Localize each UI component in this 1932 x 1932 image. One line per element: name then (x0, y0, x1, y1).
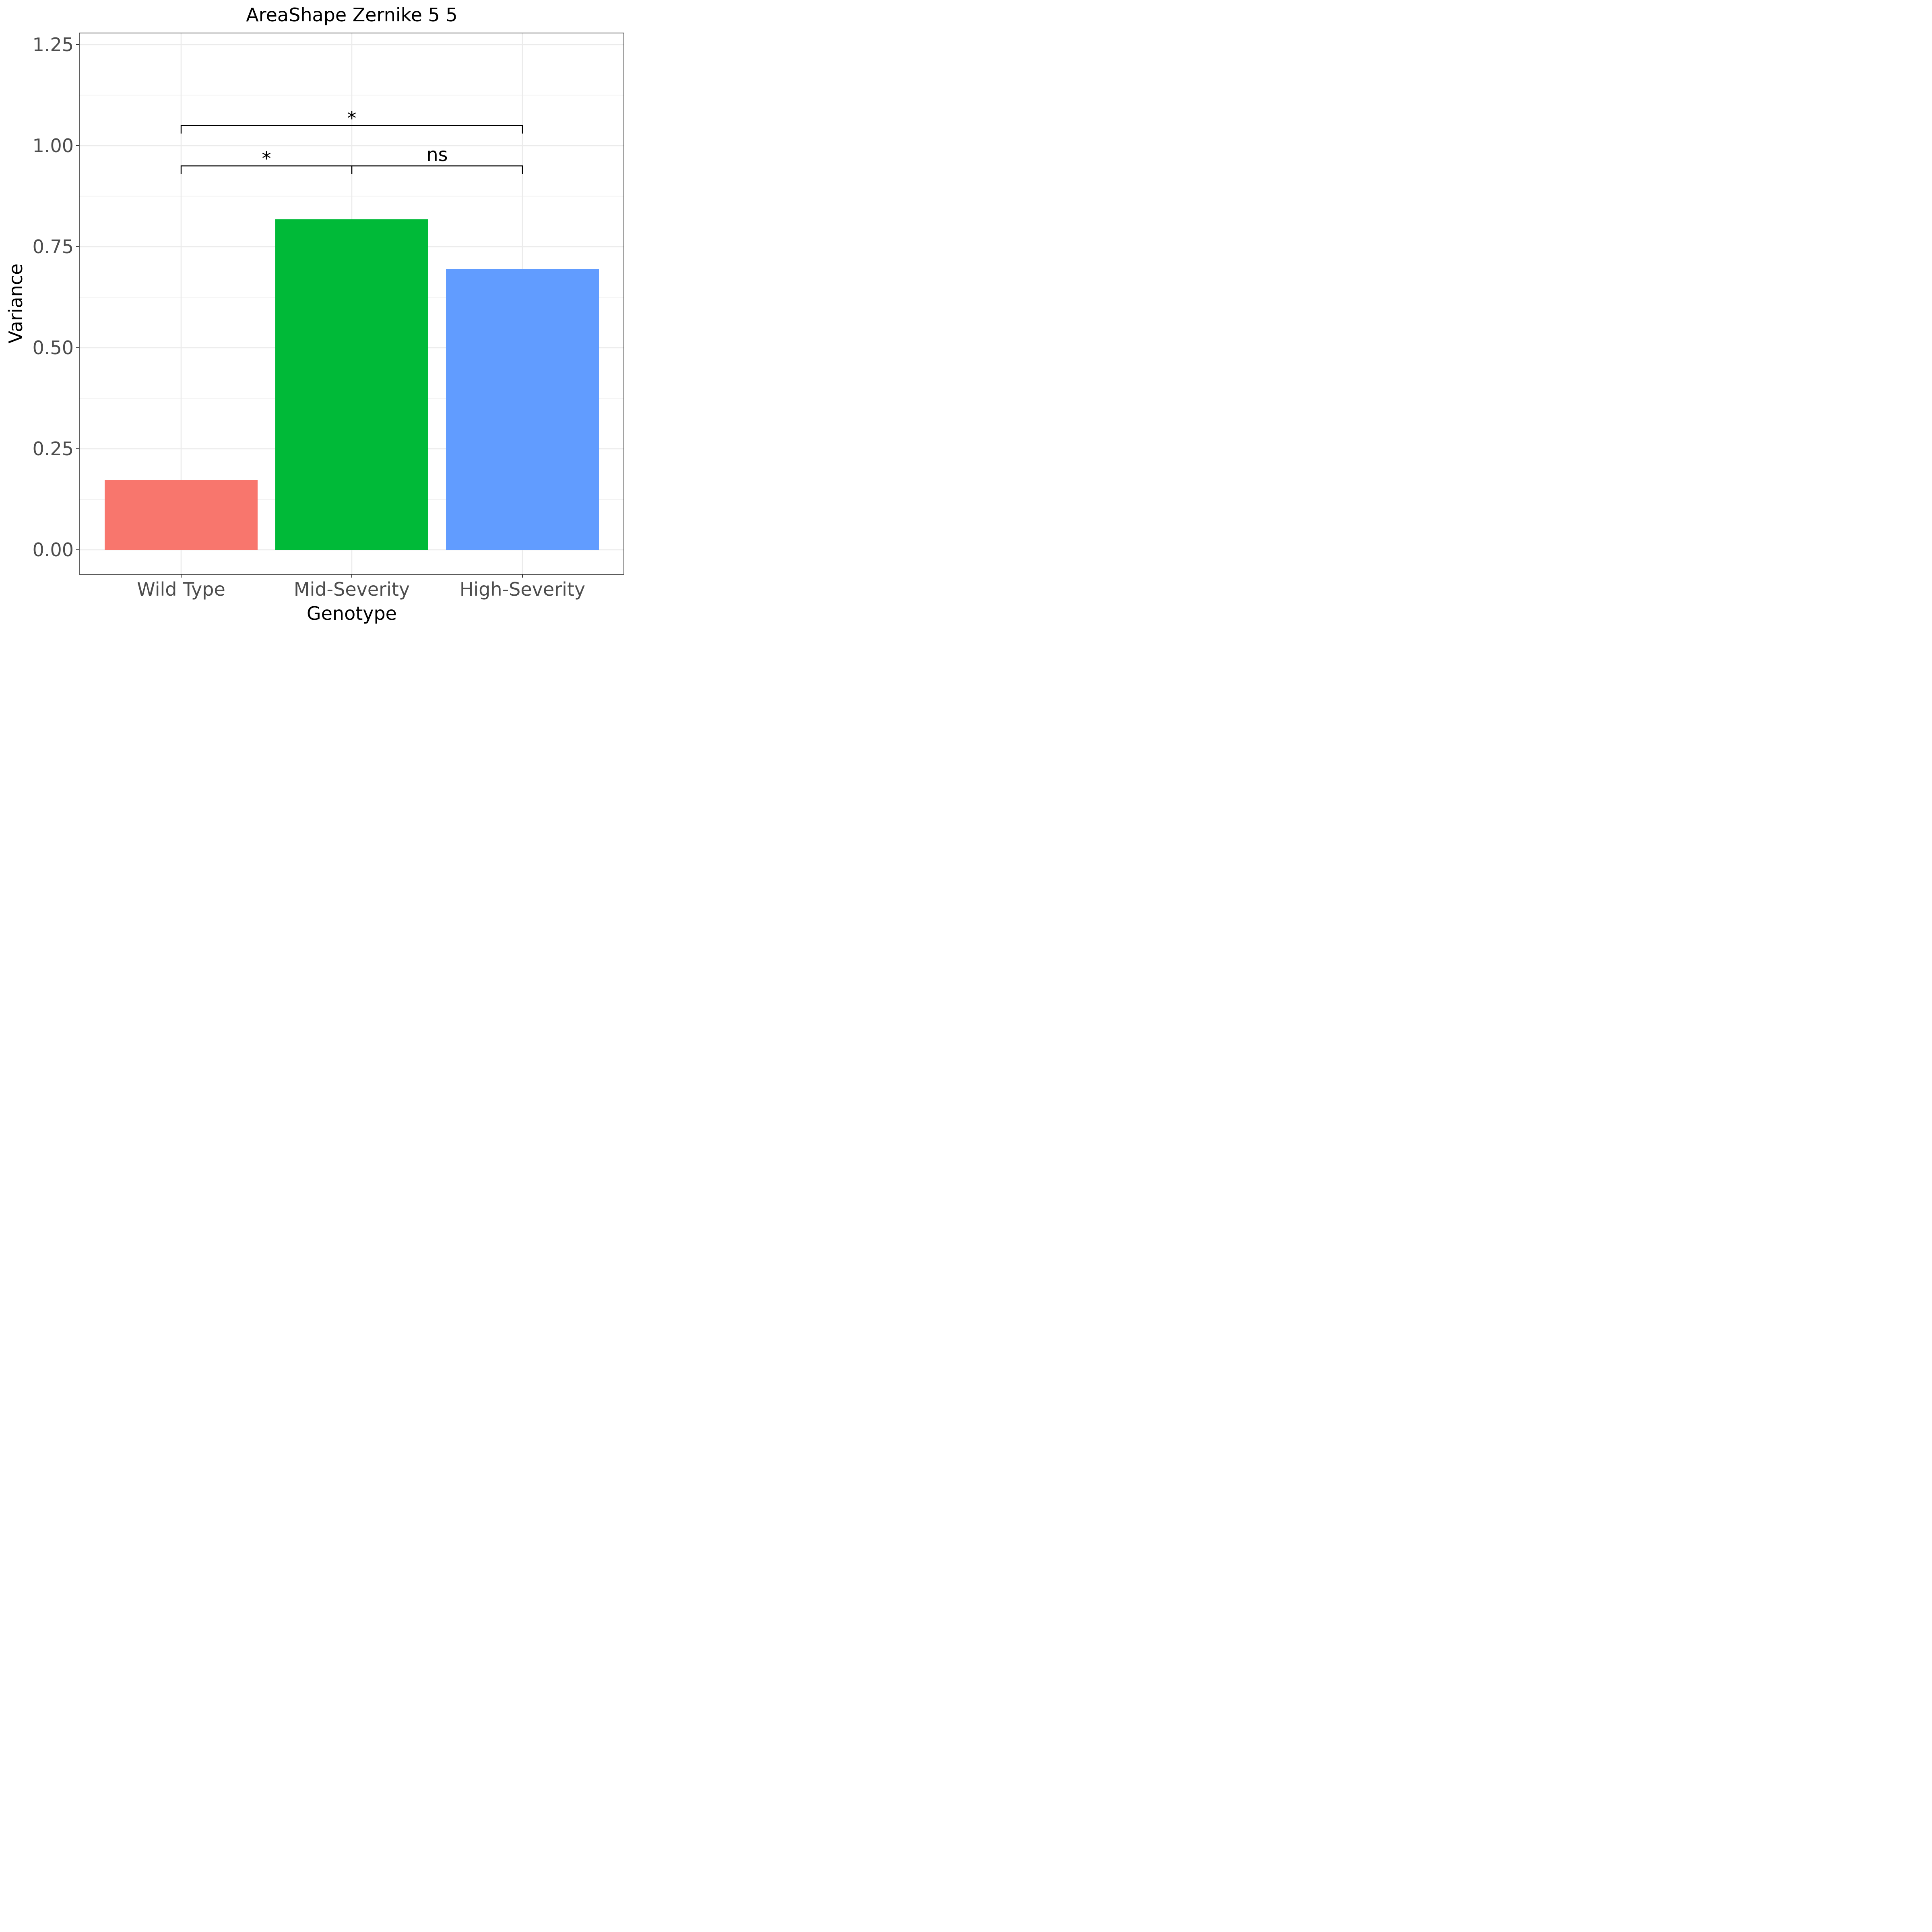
y-tick-label: 0.75 (33, 236, 74, 258)
bar-high-severity (446, 269, 599, 550)
bar-wild-type (105, 480, 258, 550)
significance-bracket (351, 165, 523, 174)
y-tick-label: 0.00 (33, 539, 74, 561)
x-axis-title: Genotype (307, 603, 397, 624)
chart-title: AreaShape Zernike 5 5 (246, 4, 457, 26)
x-tick-label: High-Severity (460, 578, 585, 600)
y-tick-label: 0.50 (33, 337, 74, 359)
chart-svg: * ns * 0.00 0.25 0.50 0.75 1.00 1.25 Wild Type Mi… (0, 0, 631, 631)
axes-layer: 0.00 0.25 0.50 0.75 1.00 1.25 Wild Type Mid-Sev… (33, 34, 586, 600)
bars-layer (105, 219, 599, 550)
significance-label: * (262, 148, 271, 169)
x-tick-label: Wild Type (137, 578, 225, 600)
significance-label: * (347, 107, 357, 129)
x-tick-label: Mid-Severity (294, 578, 410, 600)
y-tick-label: 0.25 (33, 438, 74, 460)
y-axis-title: Variance (5, 264, 27, 344)
y-tick-label: 1.00 (33, 135, 74, 157)
y-tick-label: 1.25 (33, 34, 74, 56)
significance-layer: * ns * (180, 107, 523, 174)
significance-bracket (180, 125, 523, 134)
significance-label: ns (426, 144, 448, 165)
bar-mid-severity (275, 219, 428, 550)
